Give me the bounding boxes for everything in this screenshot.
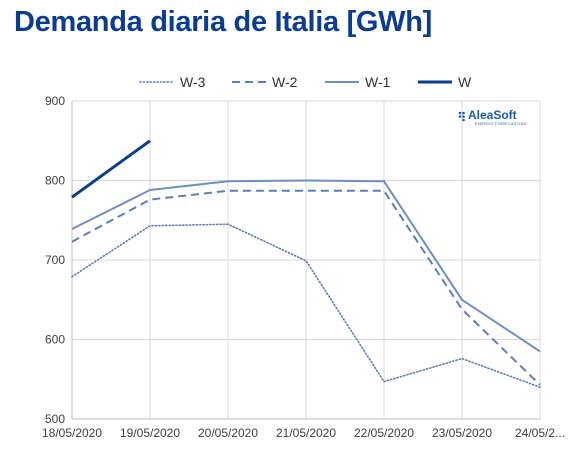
y-tick-label: 500: [45, 412, 65, 426]
y-tick-label: 800: [45, 174, 65, 188]
chart-title: Demanda diaria de Italia [GWh]: [14, 6, 433, 38]
y-axis-labels: 500 600 700 800 900: [45, 94, 65, 426]
legend-label-w-2: W-2: [272, 74, 298, 90]
legend-label-w-1: W-1: [365, 74, 391, 90]
y-tick-label: 600: [45, 333, 65, 347]
x-tick-label: 23/05/2020: [432, 426, 492, 440]
y-tick-label: 700: [45, 253, 65, 267]
x-tick-label: 19/05/2020: [120, 426, 180, 440]
x-tick-label: 18/05/2020: [42, 426, 102, 440]
y-tick-label: 900: [45, 94, 65, 108]
legend-label-w: W: [458, 74, 472, 90]
x-tick-label: 24/05/2...: [515, 426, 565, 440]
aleasoft-logo: AleaSoft ENERGY FORECASTING: [458, 108, 527, 126]
series-line-w-1: [71, 179, 541, 353]
series-line-w: [71, 139, 151, 199]
legend-label-w-3: W-3: [180, 74, 206, 90]
logo-text: AleaSoft: [468, 108, 517, 122]
legend: W-3 W-2 W-1 W: [139, 74, 472, 90]
x-tick-label: 22/05/2020: [354, 426, 414, 440]
x-tick-label: 20/05/2020: [198, 426, 258, 440]
x-tick-label: 21/05/2020: [276, 426, 336, 440]
logo-subtext: ENERGY FORECASTING: [475, 121, 527, 126]
x-axis-labels: 18/05/2020 19/05/2020 20/05/2020 21/05/2020…: [42, 426, 565, 440]
series-lines: [71, 139, 541, 388]
grid: [71, 100, 541, 420]
series-line-w-3: [71, 223, 541, 388]
